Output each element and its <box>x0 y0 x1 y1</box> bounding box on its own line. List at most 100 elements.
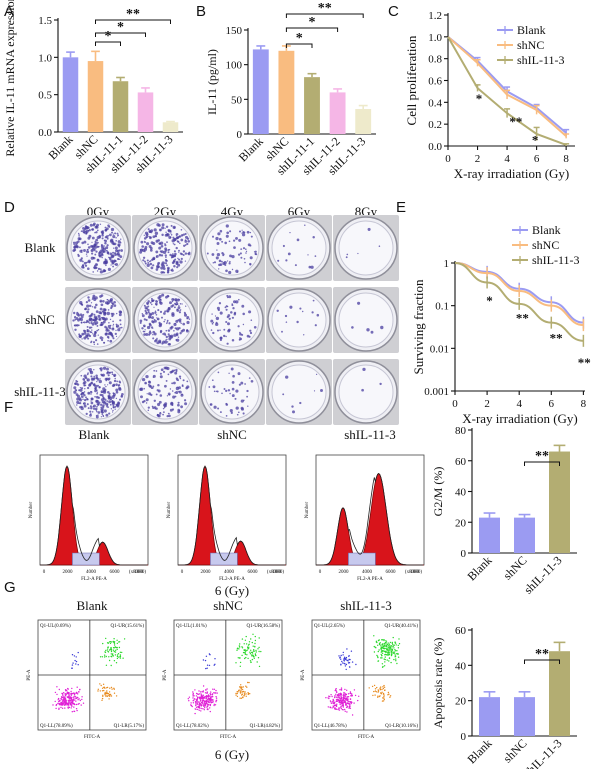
colony <box>159 241 164 245</box>
cell-dot <box>196 693 199 695</box>
cell-dot <box>111 654 114 656</box>
cell-dot <box>62 700 64 703</box>
colony <box>72 241 76 244</box>
cell-dot <box>102 683 105 685</box>
significance-label: ** <box>126 7 140 22</box>
colony <box>139 319 143 323</box>
colony <box>177 403 180 407</box>
colony <box>91 329 93 331</box>
cell-dot <box>248 641 251 643</box>
cell-dot <box>397 656 400 658</box>
cell-dot <box>210 691 212 693</box>
colony <box>75 389 78 392</box>
colony <box>97 411 101 414</box>
colony <box>100 407 104 412</box>
colony <box>249 231 252 234</box>
cell-dot <box>380 651 382 653</box>
colony <box>120 395 123 397</box>
colony <box>108 392 111 395</box>
colony <box>119 238 122 240</box>
colony <box>172 225 176 230</box>
colony <box>176 378 179 381</box>
cell-dot <box>71 697 73 699</box>
cell-dot <box>68 697 70 699</box>
colony <box>222 254 224 257</box>
colony <box>178 326 181 330</box>
cell-dot <box>187 698 189 700</box>
colony <box>117 328 121 332</box>
cell-dot <box>346 648 348 650</box>
bar-shIL-11-2 <box>137 92 154 132</box>
colony <box>218 237 222 241</box>
cell-dot <box>205 655 208 657</box>
quadrant-ur-label: Q1-UR(40.41%) <box>385 624 419 629</box>
colony <box>111 373 114 376</box>
colony <box>100 294 104 297</box>
cell-dot <box>70 690 72 693</box>
colony <box>173 250 176 253</box>
cell-dot <box>113 692 116 694</box>
cell-dot <box>239 661 242 664</box>
colony <box>162 411 165 414</box>
cell-dot <box>250 651 253 654</box>
colony <box>91 320 93 323</box>
colony <box>235 236 238 240</box>
colony <box>165 260 167 262</box>
cell-dot <box>335 708 337 710</box>
colony <box>186 320 190 325</box>
colony <box>112 406 115 409</box>
colony <box>89 370 94 375</box>
colony <box>156 317 158 319</box>
colony <box>97 384 99 387</box>
colony <box>285 259 288 262</box>
colony <box>231 268 234 271</box>
colony <box>95 250 98 253</box>
colony <box>93 333 97 338</box>
colony <box>94 389 97 393</box>
colony <box>169 301 172 305</box>
cell-dot <box>241 654 243 657</box>
colony <box>366 328 370 332</box>
cell-dot <box>190 702 192 704</box>
colony <box>152 406 155 409</box>
colony <box>96 258 100 262</box>
colony <box>146 393 148 395</box>
colony <box>229 392 231 395</box>
colony <box>162 413 164 416</box>
cell-dot <box>65 700 67 702</box>
dot-y-label: PE-A <box>163 669 168 681</box>
colony <box>219 411 222 414</box>
cell-dot <box>75 703 78 706</box>
colony <box>153 318 156 321</box>
colony <box>246 230 250 234</box>
cell-dot <box>75 700 77 702</box>
colony <box>172 243 175 245</box>
cell-dot <box>72 662 74 664</box>
colony <box>144 306 148 310</box>
colony <box>287 252 291 256</box>
cell-dot <box>203 696 205 698</box>
colony <box>79 258 83 262</box>
cell-dot <box>192 692 194 695</box>
cell-dot <box>105 695 107 698</box>
cell-dot <box>188 700 190 702</box>
bar-Blank <box>479 517 500 553</box>
cell-dot <box>240 697 243 699</box>
cell-dot <box>390 661 392 664</box>
colony <box>227 314 231 317</box>
cell-dot <box>111 688 113 690</box>
cell-dot <box>249 693 251 695</box>
hist-x-tick: 0 <box>43 570 46 575</box>
colony <box>98 386 101 389</box>
cell-dot <box>104 651 107 654</box>
cell-dot <box>201 697 203 699</box>
annotation: ** <box>550 331 563 346</box>
colony <box>102 310 105 314</box>
cell-dot <box>206 692 208 694</box>
colony <box>89 405 93 408</box>
cell-dot <box>73 699 75 701</box>
colony <box>237 411 240 414</box>
cell-dot <box>206 667 208 669</box>
colony <box>100 323 103 326</box>
cell-dot <box>373 684 376 687</box>
